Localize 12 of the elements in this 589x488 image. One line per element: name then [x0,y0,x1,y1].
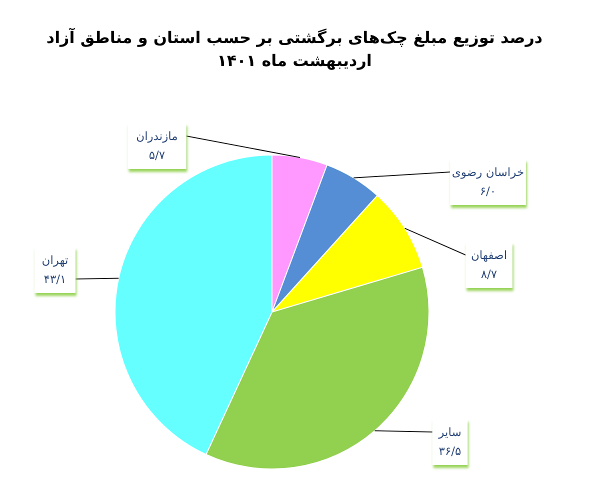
chart-subtitle: اردیبهشت ماه ۱۴۰۱ [217,51,372,70]
slice-label: سایر [438,425,462,439]
slice-label: مازندران [136,129,178,143]
data-label: ۳۶/۵ [438,444,462,458]
chart-title: درصد توزیع مبلغ چک‌های برگشتی بر حسب استان و مناطق آزاد [46,27,543,47]
data-label: ۵/۷ [148,148,166,162]
slice-label: خراسان رضوی [452,165,524,179]
slice-label: تهران [42,253,68,267]
data-label: ۶/۰ [480,184,496,198]
data-label: ۸/۷ [480,267,498,281]
data-label: ۴۳/۱ [44,272,66,286]
slice-label: اصفهان [470,248,508,262]
